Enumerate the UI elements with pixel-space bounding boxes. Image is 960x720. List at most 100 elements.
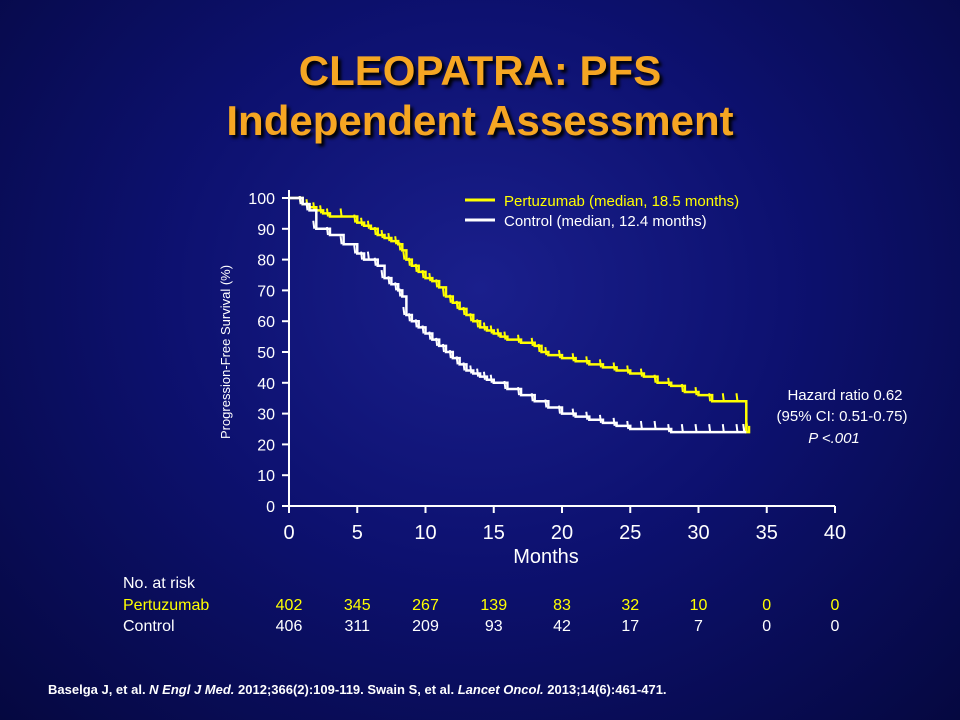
censor-mark xyxy=(325,208,329,217)
censor-mark xyxy=(694,386,698,396)
censor-mark xyxy=(402,251,406,260)
censor-mark xyxy=(496,328,500,337)
risk-value-pertuzumab: 0 xyxy=(830,597,840,614)
risk-value-control: 42 xyxy=(553,618,571,635)
censor-mark xyxy=(544,346,548,356)
censor-mark xyxy=(398,288,402,297)
censor-mark xyxy=(305,202,309,211)
censor-mark xyxy=(435,337,439,346)
censor-mark xyxy=(544,399,548,408)
censor-mark xyxy=(476,319,480,328)
censor-mark xyxy=(680,423,684,433)
censor-mark xyxy=(745,417,748,427)
censor-mark xyxy=(312,220,316,229)
censor-mark xyxy=(639,420,643,430)
risk-value-pertuzumab: 10 xyxy=(689,597,708,614)
y-tick-label: 80 xyxy=(257,253,275,270)
censor-mark xyxy=(694,423,698,433)
risk-value-control: 7 xyxy=(694,618,703,635)
y-tick-label: 90 xyxy=(257,222,275,239)
censor-mark xyxy=(373,257,377,266)
y-tick-label: 40 xyxy=(257,376,275,393)
censor-mark xyxy=(626,420,630,430)
censor-mark xyxy=(653,420,657,430)
x-axis-label: Months xyxy=(513,546,579,568)
citation-journal2: Lancet Oncol. xyxy=(457,682,544,697)
risk-value-pertuzumab: 139 xyxy=(480,597,508,614)
y-tick-label: 20 xyxy=(257,437,275,454)
p-value-text: P <.001 xyxy=(808,430,860,447)
censor-mark xyxy=(612,362,616,371)
censor-mark xyxy=(319,205,323,214)
censor-mark xyxy=(407,257,411,266)
censor-mark xyxy=(517,334,521,343)
censor-mark xyxy=(742,423,746,433)
x-tick-label: 25 xyxy=(619,522,641,544)
risk-table-header: No. at risk xyxy=(123,575,196,592)
y-tick-label: 0 xyxy=(266,499,275,516)
slide-title-line1: CLEOPATRA: PFS xyxy=(298,47,662,94)
risk-value-pertuzumab: 267 xyxy=(412,597,439,614)
censor-mark xyxy=(428,273,432,282)
censor-mark xyxy=(585,411,589,420)
censor-mark xyxy=(489,374,493,383)
censor-mark xyxy=(598,414,602,423)
censor-mark xyxy=(414,319,418,328)
censor-mark xyxy=(394,236,398,245)
censor-mark xyxy=(476,368,480,377)
censor-mark xyxy=(414,263,418,273)
censor-mark xyxy=(380,269,384,279)
censor-mark xyxy=(339,208,343,217)
hazard-ratio-text: Hazard ratio 0.62 xyxy=(787,387,902,404)
legend-label: Control (median, 12.4 months) xyxy=(504,213,707,230)
censor-mark xyxy=(373,226,377,236)
censor-mark xyxy=(721,393,725,402)
risk-value-pertuzumab: 0 xyxy=(762,597,772,614)
censor-mark xyxy=(312,202,316,211)
censor-mark xyxy=(366,251,370,260)
censor-mark xyxy=(455,356,459,365)
x-tick-label: 30 xyxy=(687,522,709,544)
censor-mark xyxy=(735,423,739,433)
censor-mark xyxy=(530,337,534,346)
risk-value-control: 209 xyxy=(412,618,439,635)
y-axis-label: Progression-Free Survival (%) xyxy=(218,265,233,439)
censor-mark xyxy=(448,350,452,359)
censor-mark xyxy=(421,325,425,334)
censor-mark xyxy=(360,251,364,260)
censor-mark xyxy=(585,356,589,365)
censor-mark xyxy=(482,371,486,380)
censor-mark xyxy=(667,377,671,387)
x-tick-label: 5 xyxy=(352,522,363,544)
x-tick-label: 15 xyxy=(483,522,505,544)
y-tick-label: 50 xyxy=(257,345,275,362)
y-tick-label: 70 xyxy=(257,283,275,300)
censor-mark xyxy=(441,288,445,297)
citation-part3: 2013;14(6):461-471. xyxy=(543,682,667,697)
citation-part1: Baselga J, et al. xyxy=(48,682,150,697)
censor-mark xyxy=(407,313,411,322)
censor-mark xyxy=(680,383,684,393)
risk-value-control: 0 xyxy=(762,618,772,635)
y-tick-label: 30 xyxy=(257,407,275,424)
citation-journal1: N Engl J Med. xyxy=(149,682,235,697)
risk-value-pertuzumab: 32 xyxy=(621,597,640,614)
censor-mark xyxy=(469,365,473,374)
risk-value-control: 17 xyxy=(621,618,640,635)
series-line-pertuzumab xyxy=(289,196,751,434)
censor-mark xyxy=(448,294,452,303)
censor-mark xyxy=(537,343,541,353)
risk-value-control: 93 xyxy=(484,618,503,635)
risk-value-pertuzumab: 83 xyxy=(553,597,571,614)
x-tick-label: 10 xyxy=(414,522,436,544)
censor-mark xyxy=(517,386,521,396)
censor-mark xyxy=(558,350,561,359)
censor-mark xyxy=(571,353,575,362)
censor-mark xyxy=(387,232,391,242)
censor-mark xyxy=(735,393,739,402)
censor-mark xyxy=(366,220,370,229)
risk-value-pertuzumab: 402 xyxy=(275,597,303,614)
censor-mark xyxy=(428,331,432,340)
censor-mark xyxy=(380,229,384,239)
